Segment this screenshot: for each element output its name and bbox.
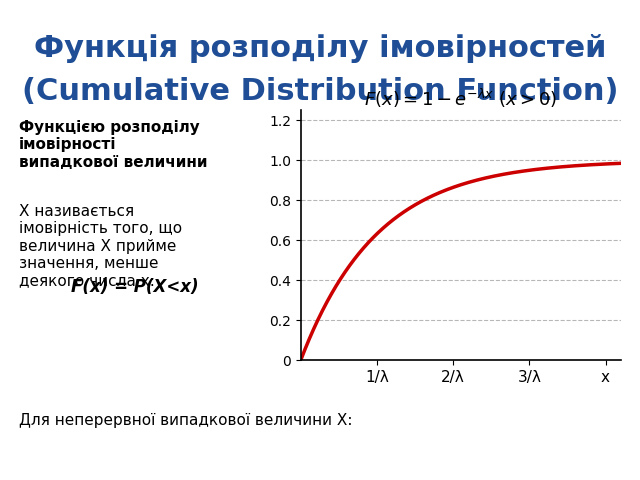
Text: (Cumulative Distribution Function): (Cumulative Distribution Function) (22, 77, 618, 106)
Text: $F(x)=1-e^{-\lambda x}\ (x>0)$: $F(x)=1-e^{-\lambda x}\ (x>0)$ (364, 87, 557, 110)
Text: X називається
імовірність того, що
величина X прийме
значення, менше
деякого чис: X називається імовірність того, що велич… (19, 204, 182, 288)
Text: F(x) = P(X<x): F(x) = P(X<x) (70, 278, 198, 297)
Text: Функцією розподілу
імовірності
випадкової величини: Функцією розподілу імовірності випадково… (19, 120, 208, 170)
Text: Функція розподілу імовірностей: Функція розподілу імовірностей (34, 34, 606, 62)
Text: Для неперервної випадкової величини X:: Для неперервної випадкової величини X: (19, 413, 353, 428)
